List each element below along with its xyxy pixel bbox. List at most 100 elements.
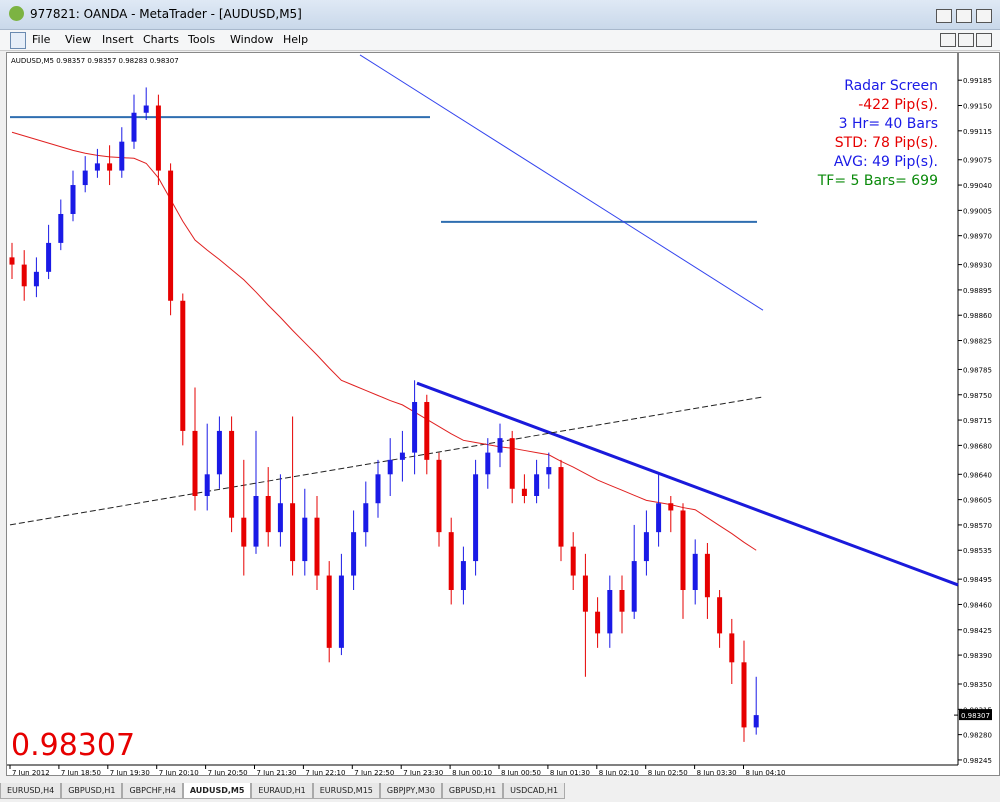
chart-tab[interactable]: GBPUSD,H1 <box>441 783 504 799</box>
candle-body <box>265 495 271 533</box>
candle-body <box>277 503 283 533</box>
candle-body <box>595 611 601 634</box>
y-tick-label: 0.98350 <box>963 681 992 689</box>
candle-body <box>155 105 161 171</box>
chart-tab[interactable]: EURUSD,H4 <box>0 783 62 799</box>
x-tick-label: 7 Jun 19:30 <box>110 769 150 775</box>
candle-body <box>180 300 186 431</box>
child-close[interactable] <box>976 33 992 47</box>
candle-body <box>387 459 393 475</box>
candle-body <box>192 430 198 496</box>
menu-item[interactable]: View <box>65 33 92 46</box>
candle-body <box>9 257 15 265</box>
radar-line: AVG: 49 Pip(s). <box>834 154 938 170</box>
y-tick-label: 0.98390 <box>963 652 992 660</box>
y-tick-label: 0.99115 <box>963 128 992 136</box>
radar-line: TF= 5 Bars= 699 <box>817 173 938 189</box>
chart-window: 0.99185 0.99150 0.99115 0.99075 0.99040 0.990… <box>6 52 1000 777</box>
y-tick-label: 0.98425 <box>963 627 992 635</box>
x-tick-label: 8 Jun 02:50 <box>648 769 688 775</box>
minimize-button[interactable] <box>936 9 952 23</box>
chart-tab[interactable]: EURAUD,H1 <box>251 783 313 799</box>
candle-body <box>302 517 308 562</box>
moving-average <box>11 131 757 551</box>
menu-item[interactable]: Window <box>230 33 274 46</box>
y-tick-label: 0.98680 <box>963 442 992 450</box>
x-tick-label: 8 Jun 01:30 <box>550 769 590 775</box>
menu-item[interactable]: Help <box>283 33 309 46</box>
candle-body <box>94 163 100 171</box>
candle-body <box>704 553 710 598</box>
candle-body <box>290 503 296 562</box>
chart-tab[interactable]: EURUSD,M15 <box>312 783 380 799</box>
candle-body <box>375 474 381 504</box>
candle-body <box>753 715 759 728</box>
x-tick-label: 7 Jun 23:30 <box>403 769 443 775</box>
candle-body <box>729 633 735 663</box>
y-tick-label: 0.98245 <box>963 757 992 765</box>
candle-body <box>546 467 552 475</box>
y-tick-label: 0.98860 <box>963 312 992 320</box>
chart-tab[interactable]: GBPUSD,H1 <box>61 783 123 799</box>
radar-line: 3 Hr= 40 Bars <box>839 116 938 132</box>
candle-body <box>448 532 454 591</box>
y-tick-label: 0.99150 <box>963 103 992 111</box>
chart-tab[interactable]: GBPJPY,M30 <box>379 783 442 799</box>
x-tick-label: 7 Jun 20:50 <box>208 769 248 775</box>
candle-body <box>668 503 674 511</box>
child-restore[interactable] <box>958 33 974 47</box>
y-tick-label: 0.98750 <box>963 392 992 400</box>
candle-body <box>351 532 357 576</box>
big-price: 0.98307 <box>11 728 135 763</box>
candle-body <box>558 467 564 547</box>
x-tick-label: 7 Jun 2012 <box>12 769 50 775</box>
chart-tab[interactable]: AUDUSD,M5 <box>182 783 252 799</box>
menu-item[interactable]: Tools <box>188 33 216 46</box>
candle-body <box>338 575 344 648</box>
candle-body <box>643 532 649 562</box>
chart-header: AUDUSD,M5 0.98357 0.98357 0.98283 0.9830… <box>11 57 179 65</box>
candle-body <box>107 163 113 171</box>
candle-body <box>582 575 588 612</box>
y-tick-label: 0.99075 <box>963 157 992 165</box>
candle-body <box>534 474 540 496</box>
x-tick-label: 7 Jun 21:30 <box>257 769 297 775</box>
candle-body <box>46 242 52 272</box>
candle-body <box>485 452 491 475</box>
current-price-box <box>959 709 992 721</box>
x-tick-label: 7 Jun 22:10 <box>305 769 345 775</box>
candle-body <box>82 170 88 186</box>
window-title: 977821: OANDA - MetaTrader - [AUDUSD,M5] <box>30 7 302 21</box>
restore-button[interactable] <box>956 9 972 23</box>
candle-body <box>33 271 39 287</box>
child-minimize[interactable] <box>940 33 956 47</box>
candle-body <box>607 590 613 634</box>
menu-item[interactable]: File <box>32 33 51 46</box>
y-tick-label: 0.98970 <box>963 233 992 241</box>
doc-icon <box>10 32 26 49</box>
candle-body <box>131 112 137 142</box>
candle-body <box>70 185 76 214</box>
app-icon <box>9 6 24 21</box>
y-tick-label: 0.98605 <box>963 497 992 505</box>
close-button[interactable] <box>976 9 992 23</box>
candle-body <box>460 561 466 591</box>
chart-tab[interactable]: USDCAD,H1 <box>503 783 566 799</box>
candle-body <box>229 430 235 518</box>
x-tick-label: 8 Jun 00:10 <box>452 769 492 775</box>
candle-body <box>680 510 686 591</box>
menu-item[interactable]: Insert <box>102 33 134 46</box>
candle-body <box>412 401 418 453</box>
candle-body <box>168 170 174 301</box>
y-tick-label: 0.98895 <box>963 287 992 295</box>
y-tick-label: 0.98640 <box>963 471 992 479</box>
y-tick-label: 0.98495 <box>963 576 992 584</box>
x-tick-label: 8 Jun 04:10 <box>746 769 786 775</box>
y-tick-label: 0.99185 <box>963 77 992 85</box>
chart-tab[interactable]: GBPCHF,H4 <box>122 783 183 799</box>
y-tick-label: 0.98460 <box>963 601 992 609</box>
candle-body <box>717 597 723 634</box>
radar-line: Radar Screen <box>844 78 938 94</box>
candle-body <box>436 459 442 533</box>
menu-item[interactable]: Charts <box>143 33 179 46</box>
